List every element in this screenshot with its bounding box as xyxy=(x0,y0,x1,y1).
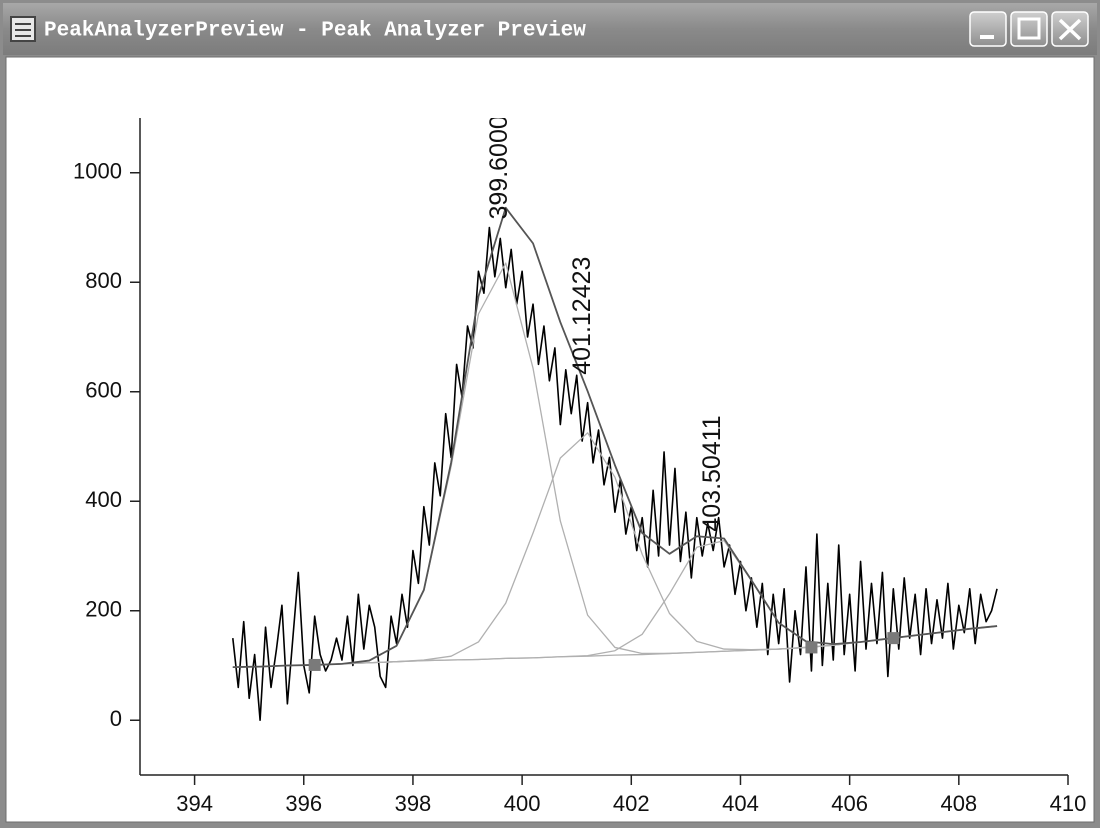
title-bar xyxy=(3,3,1097,55)
baseline-anchor xyxy=(887,632,900,645)
x-tick-label: 394 xyxy=(176,791,213,816)
x-tick-label: 402 xyxy=(613,791,650,816)
app-icon xyxy=(10,16,36,42)
peak-label: 401.12423 xyxy=(568,257,596,375)
peak-label: 403.50411 xyxy=(698,415,726,531)
y-tick-label: 400 xyxy=(85,487,122,512)
close-button[interactable] xyxy=(1051,11,1089,47)
y-tick-label: 800 xyxy=(85,268,122,293)
plot-window xyxy=(5,56,1095,823)
x-tick-label: 396 xyxy=(285,791,322,816)
x-tick-label: 398 xyxy=(395,791,432,816)
peak-label: 399.60007 xyxy=(485,101,513,219)
x-tick-label: 410 xyxy=(1050,791,1087,816)
y-tick-label: 1000 xyxy=(73,159,122,184)
baseline-anchor xyxy=(308,658,321,671)
data-line xyxy=(232,226,998,722)
plot-area: 399.60007 401.12423 403.50411 xyxy=(232,101,998,722)
y-tick-label: 0 xyxy=(110,706,122,731)
maximize-button[interactable] xyxy=(1010,11,1048,47)
minimize-button[interactable] xyxy=(969,11,1007,47)
baseline-anchor xyxy=(805,641,818,654)
x-tick-label: 404 xyxy=(722,791,759,816)
y-tick-label: 200 xyxy=(85,597,122,622)
x-tick-label: 400 xyxy=(504,791,541,816)
x-tick-label: 408 xyxy=(940,791,977,816)
fit-curve xyxy=(232,206,998,669)
y-tick-label: 600 xyxy=(85,378,122,403)
x-tick-label: 406 xyxy=(831,791,868,816)
window-title: PeakAnalyzerPreview - Peak Analyzer Prev… xyxy=(44,20,586,43)
